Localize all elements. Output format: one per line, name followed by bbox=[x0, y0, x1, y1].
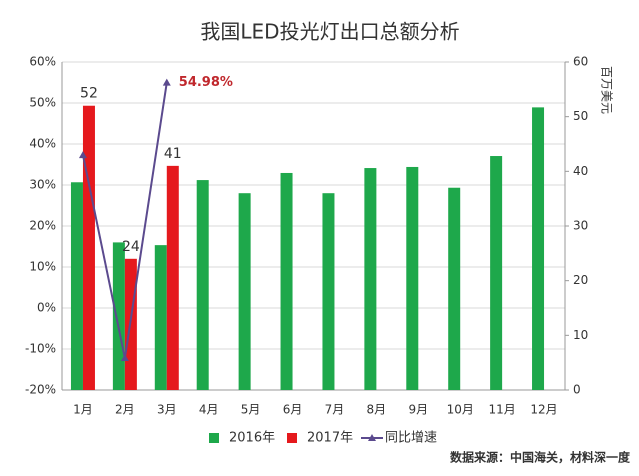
bar bbox=[166, 165, 179, 390]
x-tick-label: 12月 bbox=[530, 403, 557, 417]
bar bbox=[112, 242, 125, 390]
bar bbox=[82, 105, 95, 390]
y2-tick-label: 50 bbox=[573, 109, 588, 123]
data-label: 24 bbox=[122, 239, 140, 255]
legend-swatch bbox=[209, 433, 219, 443]
source: 数据来源：中国海关，材料深一度 bbox=[450, 450, 631, 465]
y-tick-label: 50% bbox=[29, 96, 56, 110]
legend-swatch bbox=[368, 434, 376, 441]
data-label: 52 bbox=[80, 86, 98, 102]
y2-tick-label: 20 bbox=[573, 273, 588, 287]
y-tick-label: 20% bbox=[29, 219, 56, 233]
bar bbox=[322, 193, 335, 390]
bar bbox=[70, 182, 83, 390]
y2-tick-label: 10 bbox=[573, 328, 588, 342]
bar bbox=[490, 156, 503, 390]
x-tick-label: 3月 bbox=[157, 403, 177, 417]
y-tick-label: 60% bbox=[29, 55, 56, 69]
y-tick-label: 10% bbox=[29, 260, 56, 274]
x-tick-label: 7月 bbox=[325, 403, 345, 417]
bar bbox=[406, 166, 419, 390]
y2-axis-label: 百万美元 bbox=[600, 66, 614, 114]
x-tick-label: 10月 bbox=[447, 403, 474, 417]
x-tick-label: 2月 bbox=[115, 403, 135, 417]
bar bbox=[280, 172, 293, 390]
data-label: 41 bbox=[164, 146, 182, 162]
x-tick-label: 4月 bbox=[199, 403, 219, 417]
x-tick-label: 11月 bbox=[488, 403, 515, 417]
bar bbox=[238, 193, 251, 390]
chart-title: 我国LED投光灯出口总额分析 bbox=[200, 20, 459, 44]
line-marker bbox=[78, 151, 87, 159]
bar bbox=[532, 107, 545, 390]
x-tick-label: 1月 bbox=[73, 403, 93, 417]
y-tick-label: 30% bbox=[29, 178, 56, 192]
y-tick-label: 0% bbox=[37, 301, 56, 315]
bar bbox=[364, 168, 377, 390]
legend-swatch bbox=[287, 433, 297, 443]
data-label: 54.98% bbox=[179, 75, 233, 90]
x-tick-label: 6月 bbox=[283, 403, 303, 417]
y2-tick-label: 30 bbox=[573, 219, 588, 233]
bar bbox=[448, 187, 461, 390]
x-tick-label: 8月 bbox=[367, 403, 387, 417]
legend-label: 同比增速 bbox=[385, 431, 437, 446]
legend-label: 2017年 bbox=[307, 431, 353, 446]
line-marker bbox=[120, 354, 129, 362]
bar bbox=[196, 180, 209, 390]
x-tick-label: 9月 bbox=[408, 403, 428, 417]
y2-tick-label: 40 bbox=[573, 164, 588, 178]
y2-tick-label: 60 bbox=[573, 55, 588, 69]
y2-tick-label: 0 bbox=[573, 383, 581, 397]
bar bbox=[154, 245, 167, 390]
legend-label: 2016年 bbox=[229, 431, 275, 446]
y-tick-label: 40% bbox=[29, 137, 56, 151]
line-marker bbox=[162, 78, 171, 86]
y-tick-label: -20% bbox=[25, 383, 56, 397]
x-tick-label: 5月 bbox=[241, 403, 261, 417]
y-tick-label: -10% bbox=[25, 342, 56, 356]
